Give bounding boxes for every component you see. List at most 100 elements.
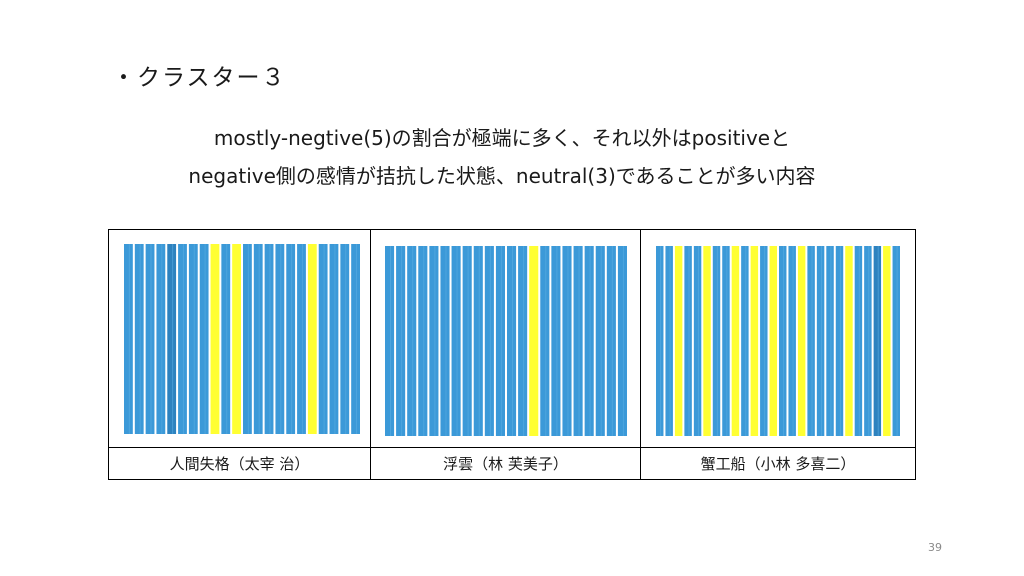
- stripe-shading: [301, 244, 303, 434]
- negative-stripe: [124, 244, 133, 434]
- stripe-shading: [390, 246, 391, 436]
- slide-title: ・クラスター３: [112, 65, 287, 91]
- stripe-shading: [204, 244, 206, 434]
- stripe-shading: [830, 246, 832, 436]
- chart-cell-3: [641, 230, 915, 448]
- negative-stripe: [484, 246, 494, 436]
- stripe-shading: [150, 244, 152, 434]
- negative-stripe: [396, 246, 406, 436]
- stripe-shading: [500, 246, 502, 436]
- negative-stripe: [788, 246, 796, 436]
- stripe-shading: [423, 246, 425, 436]
- stripe-shading: [820, 246, 822, 436]
- negative-stripe: [712, 246, 721, 436]
- page-number: 39: [928, 541, 942, 554]
- negative-stripe: [540, 246, 550, 436]
- negative-stripe: [873, 246, 882, 436]
- neutral-stripe: [674, 246, 683, 436]
- negative-stripe: [807, 246, 815, 436]
- negative-stripe: [760, 246, 768, 436]
- negative-stripe: [134, 244, 144, 434]
- stripe-shading: [356, 244, 358, 434]
- stripe-shading: [589, 246, 591, 436]
- negative-stripe: [407, 246, 417, 436]
- stripe-shading: [858, 246, 860, 436]
- negative-stripe: [617, 246, 627, 436]
- negative-stripe: [573, 246, 583, 436]
- stripe-shading: [877, 246, 879, 436]
- stripe-shading: [280, 244, 282, 434]
- book-title-2: 浮雲（林 芙美子）: [371, 448, 641, 479]
- sentiment-barcode-3: [656, 246, 900, 436]
- neutral-stripe: [703, 246, 711, 436]
- stripe-shading: [128, 244, 130, 434]
- stripe-shading: [247, 244, 249, 434]
- neutral-stripe: [307, 244, 317, 434]
- stripe-shading: [567, 246, 569, 436]
- stripe-shading: [545, 246, 547, 436]
- stripe-shading: [161, 244, 163, 434]
- stripe-shading: [523, 246, 525, 436]
- negative-stripe: [562, 246, 572, 436]
- negative-stripe: [507, 246, 517, 436]
- negative-stripe: [518, 246, 528, 436]
- negative-stripe: [551, 246, 561, 436]
- neutral-stripe: [797, 246, 806, 436]
- negative-stripe: [286, 244, 296, 434]
- stripe-shading: [783, 246, 785, 436]
- negative-stripe: [318, 244, 328, 434]
- stripe-shading: [660, 246, 662, 436]
- description-line-1: mostly-negtive(5)の割合が極端に多く、それ以外はpositive…: [213, 126, 791, 150]
- negative-stripe: [495, 246, 505, 436]
- negative-stripe: [854, 246, 863, 436]
- neutral-stripe: [529, 246, 539, 436]
- neutral-stripe: [232, 244, 241, 434]
- negative-stripe: [253, 244, 263, 434]
- negative-stripe: [264, 244, 274, 434]
- negative-stripe: [429, 246, 439, 436]
- neutral-stripe: [750, 246, 759, 436]
- stripe-shading: [611, 246, 613, 436]
- book-title-1: 人間失格（太宰 治）: [109, 448, 371, 479]
- negative-stripe: [156, 244, 166, 434]
- stripe-shading: [291, 244, 293, 434]
- negative-stripe: [656, 246, 664, 436]
- stripe-shading: [412, 246, 414, 436]
- stripe-shading: [896, 246, 898, 436]
- negative-stripe: [864, 246, 872, 436]
- stripe-shading: [697, 246, 699, 436]
- description-line-2: negative側の感情が拮抗した状態、neutral(3)であることが多い内容: [188, 164, 816, 188]
- negative-stripe: [351, 244, 360, 434]
- stripe-shading: [226, 244, 228, 434]
- negative-stripe: [741, 246, 749, 436]
- negative-stripe: [816, 246, 825, 436]
- stripe-shading: [323, 244, 325, 434]
- stripe-shading: [811, 246, 813, 436]
- negative-stripe: [275, 244, 285, 434]
- negative-stripe: [199, 244, 209, 434]
- stripe-shading: [345, 244, 347, 434]
- book-title-3: 蟹工船（小林 多喜二）: [700, 455, 856, 473]
- stripe-shading: [726, 246, 728, 436]
- stripe-shading: [764, 246, 766, 436]
- stripe-shading: [512, 246, 513, 436]
- negative-stripe: [722, 246, 730, 436]
- stripe-shading: [745, 246, 747, 436]
- negative-stripe: [595, 246, 605, 436]
- negative-stripe: [835, 246, 844, 436]
- negative-stripe: [221, 244, 231, 434]
- stripe-shading: [182, 244, 184, 434]
- negative-stripe: [243, 244, 252, 434]
- stripe-shading: [269, 244, 271, 434]
- stripe-shading: [622, 246, 624, 436]
- stripe-shading: [556, 246, 558, 436]
- stripe-shading: [716, 246, 718, 436]
- neutral-stripe: [210, 244, 220, 434]
- stripe-shading: [193, 244, 195, 434]
- negative-stripe: [826, 246, 834, 436]
- stripe-shading: [669, 246, 671, 436]
- stripe-shading: [839, 246, 841, 436]
- negative-stripe: [693, 246, 702, 436]
- negative-stripe: [440, 246, 450, 436]
- negative-stripe: [188, 244, 198, 434]
